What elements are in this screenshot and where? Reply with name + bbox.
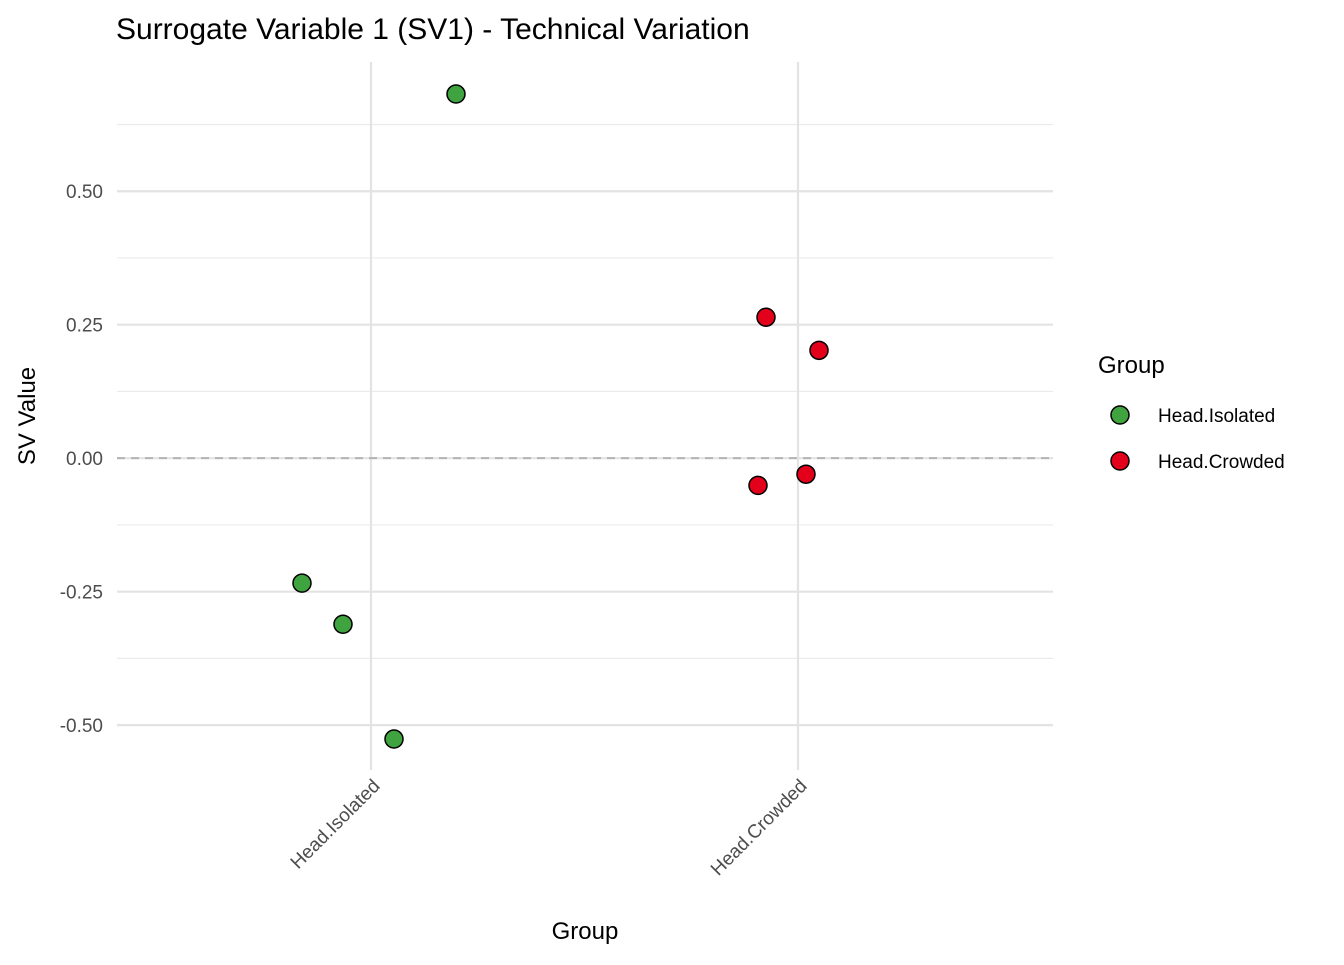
y-tick-label: -0.25 (60, 583, 103, 604)
y-tick-label: -0.50 (60, 716, 103, 737)
y-tick-label: 0.00 (66, 449, 103, 470)
legend-label: Head.Isolated (1158, 406, 1275, 427)
y-axis-label: SV Value (14, 367, 41, 465)
data-point (756, 307, 776, 327)
data-point (796, 464, 816, 484)
y-tick-label: 0.25 (66, 316, 103, 337)
legend-key (1110, 405, 1130, 425)
data-points (292, 84, 829, 749)
data-point (292, 573, 312, 593)
x-tick-label: Head.Crowded (707, 776, 811, 880)
legend-label: Head.Crowded (1158, 452, 1285, 473)
y-axis-ticks: -0.50 -0.25 0.00 0.25 0.50 (60, 182, 103, 737)
data-point (748, 475, 768, 496)
data-point (333, 614, 353, 634)
legend-key (1110, 451, 1130, 471)
grid (117, 62, 1053, 770)
chart-title: Surrogate Variable 1 (SV1) - Technical V… (116, 13, 750, 46)
legend-title: Group (1098, 352, 1165, 379)
data-point (809, 340, 829, 361)
x-axis-ticks: Head.Isolated Head.Crowded (287, 776, 812, 880)
legend: Group Head.Isolated Head.Crowded (1098, 352, 1285, 473)
x-axis-label: Group (552, 918, 619, 945)
data-point (384, 729, 404, 749)
y-tick-label: 0.50 (66, 182, 103, 203)
x-tick-label: Head.Isolated (287, 776, 385, 874)
data-point (446, 84, 466, 104)
